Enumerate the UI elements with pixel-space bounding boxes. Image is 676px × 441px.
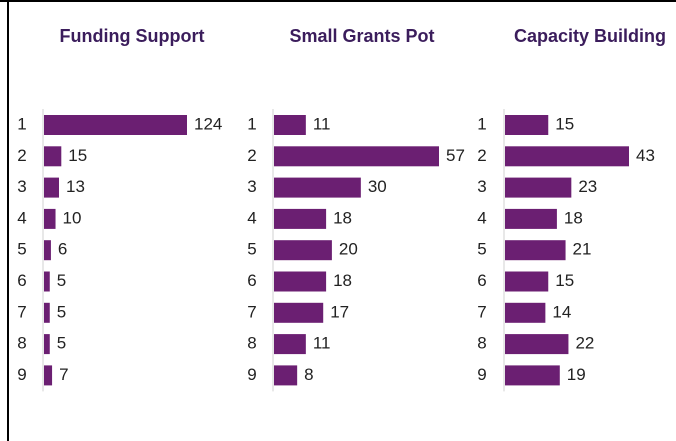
- data-label: 18: [333, 271, 352, 290]
- bar: [505, 115, 549, 135]
- data-label: 5: [57, 334, 66, 353]
- y-tick-label: 5: [477, 240, 486, 259]
- y-tick-label: 9: [247, 365, 256, 384]
- bar: [44, 146, 62, 167]
- y-tick-label: 4: [17, 208, 26, 227]
- bar: [505, 302, 546, 323]
- bar: [274, 177, 361, 198]
- y-tick-label: 6: [477, 271, 486, 290]
- data-label: 13: [66, 177, 85, 196]
- data-label: 11: [313, 114, 331, 133]
- y-tick-label: 9: [477, 365, 486, 384]
- bar: [505, 208, 557, 229]
- data-label: 22: [575, 334, 594, 353]
- y-tick-label: 8: [17, 334, 26, 353]
- bar: [274, 365, 298, 386]
- data-label: 10: [63, 208, 82, 227]
- bar: [505, 146, 629, 167]
- bar: [44, 334, 50, 355]
- y-tick-label: 7: [477, 302, 486, 321]
- data-label: 15: [555, 271, 574, 290]
- y-tick-label: 2: [247, 146, 256, 165]
- data-label: 14: [552, 302, 571, 321]
- y-tick-label: 6: [247, 271, 256, 290]
- y-tick-label: 3: [247, 177, 256, 196]
- bar: [274, 240, 332, 261]
- bar: [505, 334, 569, 355]
- y-tick-label: 5: [17, 240, 26, 259]
- data-label: 23: [578, 177, 597, 196]
- data-label: 18: [564, 208, 583, 227]
- bar: [505, 177, 572, 198]
- data-label: 5: [57, 271, 66, 290]
- data-label: 43: [636, 146, 655, 165]
- data-label: 20: [339, 240, 358, 259]
- y-tick-label: 4: [247, 208, 256, 227]
- bar: [44, 302, 50, 323]
- bar: [44, 115, 187, 135]
- data-label: 19: [567, 365, 586, 384]
- data-label: 30: [368, 177, 387, 196]
- y-tick-label: 4: [477, 208, 486, 227]
- y-tick-label: 9: [17, 365, 26, 384]
- bar: [44, 365, 53, 386]
- data-label: 18: [333, 208, 352, 227]
- bar: [274, 146, 439, 167]
- bar: [44, 240, 51, 261]
- y-tick-label: 7: [17, 302, 26, 321]
- y-tick-label: 3: [17, 177, 26, 196]
- y-tick-label: 8: [477, 334, 486, 353]
- chart-title: Capacity Building: [514, 26, 666, 46]
- bar: [44, 271, 50, 292]
- y-tick-label: 1: [247, 114, 256, 133]
- data-label: 5: [57, 302, 66, 321]
- y-tick-label: 2: [17, 146, 26, 165]
- bar: [274, 208, 327, 229]
- bar: [505, 240, 566, 261]
- y-tick-label: 3: [477, 177, 486, 196]
- data-label: 11: [313, 334, 331, 353]
- y-tick-label: 1: [477, 114, 486, 133]
- bar: [274, 334, 306, 355]
- data-label: 15: [555, 114, 574, 133]
- data-label: 7: [59, 365, 68, 384]
- data-label: 6: [58, 240, 67, 259]
- data-label: 8: [304, 365, 313, 384]
- y-tick-label: 2: [477, 146, 486, 165]
- data-label: 21: [573, 240, 592, 259]
- bar: [505, 365, 560, 386]
- data-label: 124: [194, 114, 222, 133]
- y-tick-label: 1: [17, 114, 26, 133]
- y-tick-label: 6: [17, 271, 26, 290]
- data-label: 57: [446, 146, 465, 165]
- bar: [274, 302, 324, 323]
- bar: [44, 177, 59, 198]
- bar: [44, 208, 56, 229]
- bar: [274, 271, 327, 292]
- bar: [274, 115, 306, 135]
- chart-title: Small Grants Pot: [289, 26, 434, 46]
- y-tick-label: 7: [247, 302, 256, 321]
- y-tick-label: 8: [247, 334, 256, 353]
- data-label: 15: [68, 146, 87, 165]
- y-tick-label: 5: [247, 240, 256, 259]
- data-label: 17: [330, 302, 349, 321]
- bar: [505, 271, 549, 292]
- chart-title: Funding Support: [60, 26, 205, 46]
